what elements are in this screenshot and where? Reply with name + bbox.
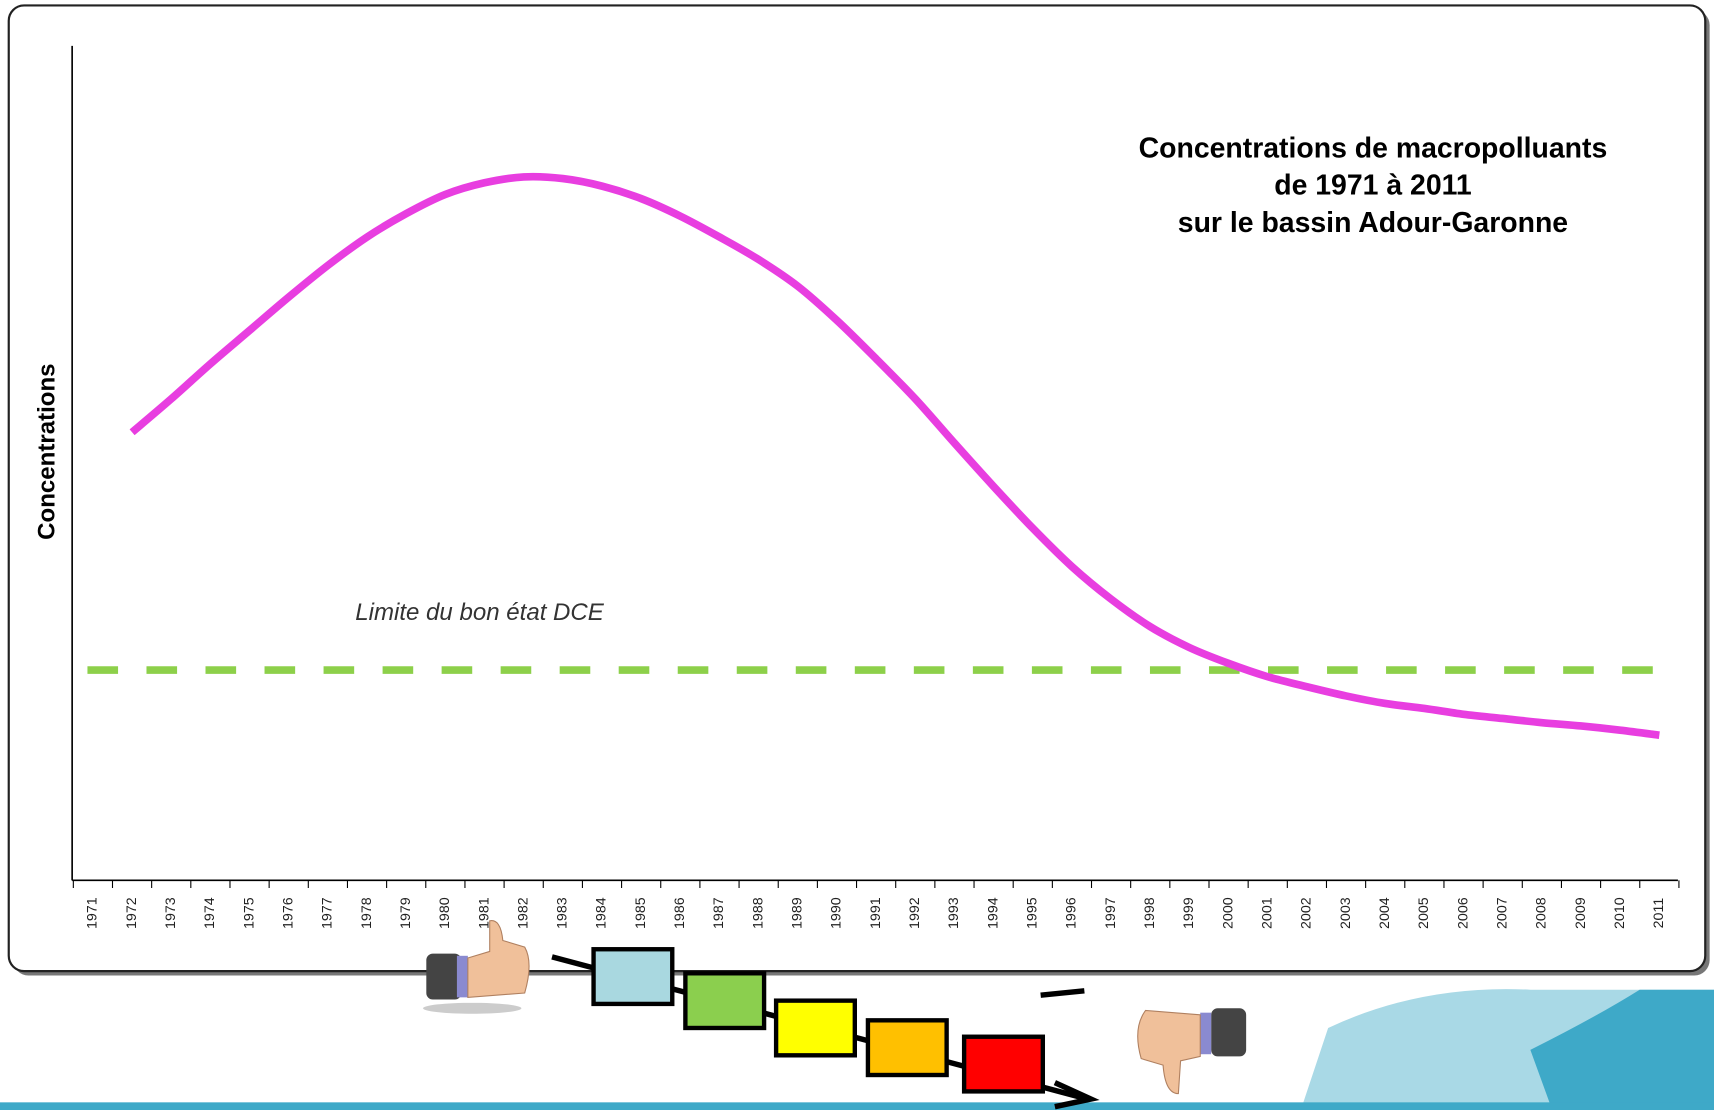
x-tick-label: 1998	[1142, 897, 1158, 929]
x-tick-label: 2001	[1259, 897, 1275, 929]
x-tick-label: 2005	[1416, 897, 1432, 929]
x-tick-label: 1985	[633, 897, 649, 929]
dash-mark	[1040, 988, 1085, 998]
x-tick-label: 1981	[476, 897, 492, 929]
x-tick-label: 2002	[1299, 897, 1315, 929]
y-axis-label: Concentrations	[33, 363, 60, 539]
x-tick-label: 1972	[124, 897, 140, 929]
x-tick-label: 1993	[946, 897, 962, 929]
x-tick-label: 1971	[85, 897, 101, 929]
x-tick-label: 2006	[1455, 897, 1471, 929]
x-tick-label: 1992	[907, 897, 923, 929]
x-tick-label: 2011	[1651, 898, 1667, 929]
scale-box	[865, 1018, 949, 1078]
x-tick-label: 1974	[202, 897, 218, 929]
scale-box	[773, 998, 857, 1058]
frame	[7, 4, 1707, 973]
x-tick-label: 1999	[1181, 897, 1197, 929]
x-tick-label: 2004	[1377, 897, 1393, 929]
arrow-head	[1053, 1080, 1100, 1110]
x-tick-label: 1989	[790, 897, 806, 929]
x-tick-label: 2000	[1220, 897, 1236, 929]
x-tick-label: 1978	[359, 897, 375, 929]
scale-box	[591, 947, 675, 1007]
chart-title: Concentrations de macropolluants de 1971…	[1139, 132, 1608, 238]
scale-box	[683, 971, 767, 1031]
thumb-up	[423, 920, 530, 1014]
wave-dark	[1530, 989, 1714, 1110]
x-tick-label: 1991	[868, 897, 884, 929]
data-line	[129, 172, 1660, 739]
thumb-down	[1137, 1008, 1247, 1095]
x-tick-label: 1994	[985, 897, 1001, 929]
x-tick-label: 2003	[1338, 897, 1354, 929]
x-tick-label: 1997	[1103, 897, 1119, 929]
x-tick-label: 2008	[1534, 897, 1550, 929]
x-tick-label: 1973	[163, 897, 179, 929]
x-tick-label: 1984	[594, 897, 610, 929]
x-tick-label: 1995	[1025, 897, 1041, 929]
x-tick-label: 1976	[280, 897, 296, 929]
x-tick-label: 1980	[437, 897, 453, 929]
scale-box	[961, 1034, 1046, 1094]
title-line: sur le bassin Adour-Garonne	[1178, 207, 1568, 239]
x-tick-label: 1987	[711, 897, 727, 929]
x-tick-label: 1975	[241, 897, 257, 929]
x-tick-label: 1982	[515, 897, 531, 929]
x-tick-label: 1977	[320, 897, 336, 929]
bottom-strip	[0, 1102, 1714, 1110]
x-tick-label: 1996	[1064, 897, 1080, 929]
x-tick-label: 2010	[1612, 897, 1628, 929]
x-tick-label: 1979	[398, 897, 414, 929]
x-tick-label: 1990	[829, 897, 845, 929]
title-line: de 1971 à 2011	[1274, 170, 1471, 202]
x-tick-label: 1983	[555, 897, 571, 929]
title-line: Concentrations de macropolluants	[1139, 132, 1608, 164]
x-tick-label: 2009	[1573, 897, 1589, 929]
x-tick-label: 2007	[1494, 897, 1510, 929]
x-tick-label: 1988	[750, 897, 766, 929]
threshold-label: Limite du bon état DCE	[355, 599, 605, 626]
x-tick-label: 1986	[672, 897, 688, 929]
